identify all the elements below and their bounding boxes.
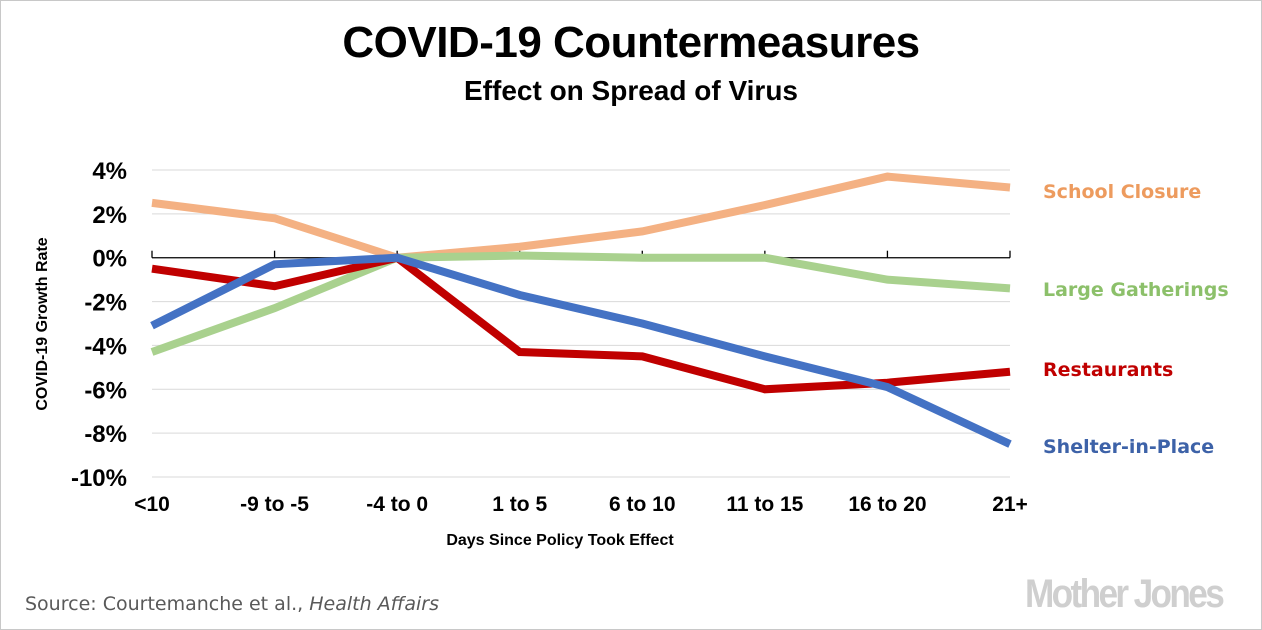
y-axis-title: COVID-19 Growth Rate — [34, 237, 51, 410]
series-line-school-closure — [151, 172, 1011, 262]
y-tick-label: -6% — [84, 377, 127, 404]
legend: School Closure Large Gatherings Restaurant… — [1043, 181, 1229, 458]
x-tick-label: 6 to 10 — [609, 493, 676, 516]
x-tick-labels: <10 -9 to -5 -4 to 0 1 to 5 6 to 10 11 to 15 1… — [134, 493, 1028, 516]
source-text: Source: Courtemanche et al., — [25, 593, 310, 615]
y-tick-labels: 4% 2% 0% -2% -4% -6% -8% -10% — [71, 158, 127, 492]
series-line-large-gatherings — [150, 251, 1011, 356]
mother-jones-logo: Mother Jones — [1025, 572, 1225, 616]
x-tick-label: -9 to -5 — [240, 493, 309, 516]
x-axis-title: Days Since Policy Took Effect — [446, 532, 674, 549]
x-tick-label: 1 to 5 — [492, 493, 547, 516]
x-tick-label: 16 to 20 — [848, 493, 926, 516]
series-lines — [150, 172, 1012, 448]
legend-label-shelter-in-place: Shelter-in-Place — [1043, 436, 1214, 458]
series-line-shelter-in-place — [150, 253, 1012, 448]
gridlines — [152, 169, 1010, 478]
y-tick-label: -4% — [84, 333, 127, 360]
chart-subtitle: Effect on Spread of Virus — [464, 75, 798, 106]
legend-label-restaurants: Restaurants — [1043, 359, 1173, 381]
x-tick-label: <10 — [134, 493, 170, 516]
source-note: Source: Courtemanche et al., Health Affa… — [25, 593, 439, 615]
x-tick-label: 11 to 15 — [726, 493, 803, 516]
legend-label-school-closure: School Closure — [1043, 181, 1201, 203]
y-tick-label: -10% — [71, 465, 127, 492]
y-tick-label: 4% — [92, 158, 127, 185]
x-tick-label: -4 to 0 — [366, 493, 428, 516]
y-tick-label: -2% — [84, 290, 127, 317]
y-tick-label: -8% — [84, 421, 127, 448]
y-tick-label: 2% — [92, 202, 127, 229]
x-tick-label: 21+ — [992, 493, 1028, 516]
y-tick-label: 0% — [92, 246, 127, 273]
chart-title: COVID-19 Countermeasures — [342, 18, 920, 67]
source-publication: Health Affairs — [309, 593, 439, 615]
legend-label-large-gatherings: Large Gatherings — [1043, 279, 1229, 301]
